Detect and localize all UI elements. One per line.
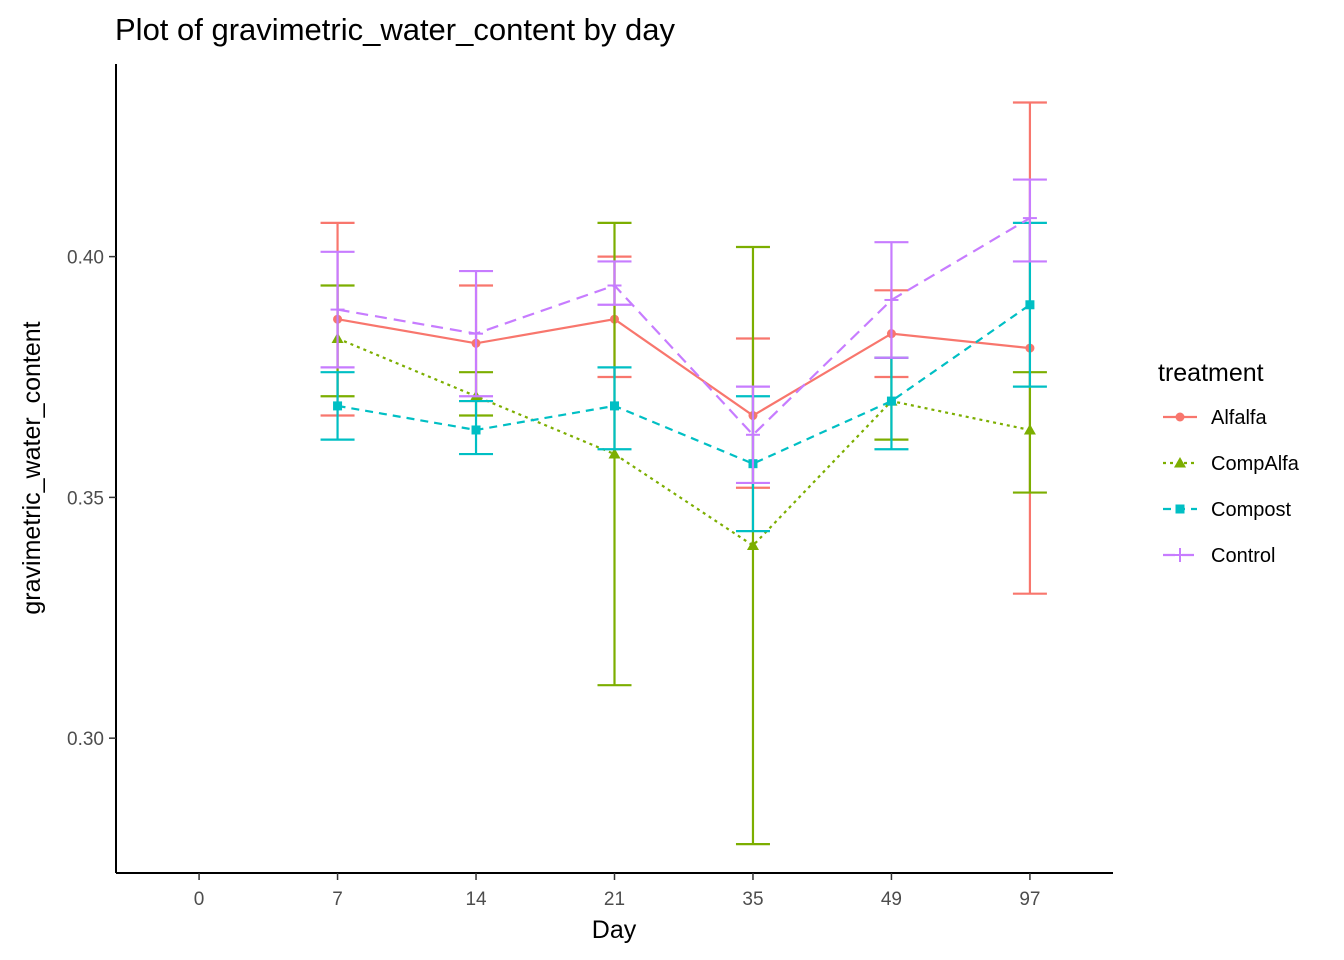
axis-ticks: 0 7 14 21 35 49 97 0.30 0.35 0.40 (67, 248, 1040, 910)
x-tick-label: 14 (465, 889, 487, 910)
legend-key-marker (1174, 457, 1186, 468)
legend-key-marker (1175, 504, 1185, 514)
x-tick-label: 97 (1019, 889, 1040, 910)
series-control (320, 178, 1047, 485)
series-line-control (337, 217, 1031, 437)
legend-label: CompAlfa (1211, 453, 1300, 475)
data-point-compost (333, 401, 343, 411)
legend-item-alfalfa: Alfalfa (1163, 407, 1267, 429)
data-point-compost (886, 396, 896, 406)
data-point-compalfa (608, 448, 621, 459)
data-point-control (745, 427, 760, 442)
legend-label: Compost (1211, 499, 1291, 521)
legend-label: Alfalfa (1211, 407, 1267, 429)
legend-key-marker (1175, 412, 1185, 422)
x-tick-label: 35 (742, 889, 763, 910)
data-point-compalfa (746, 539, 759, 551)
data-point-compost (610, 401, 619, 411)
legend-item-compalfa: CompAlfa (1163, 453, 1300, 475)
y-axis-title: gravimetric_water_content (18, 321, 46, 614)
data-point-control (607, 278, 622, 293)
x-tick-label: 49 (881, 889, 902, 910)
chart-title: Plot of gravimetric_water_content by day (115, 12, 675, 47)
series-line-compost (337, 303, 1031, 465)
data-point-control (884, 292, 899, 307)
data-point-compost (1025, 300, 1035, 310)
data-point-control (330, 302, 345, 317)
data-point-control (1022, 211, 1037, 226)
series-line-compalfa (337, 337, 1031, 547)
legend-title: treatment (1158, 359, 1264, 387)
series-alfalfa (320, 101, 1047, 595)
y-tick-label: 0.35 (67, 488, 104, 509)
data-point-compost (471, 425, 481, 435)
legend: treatment Alfalfa CompAlfa Compost Control (1158, 359, 1300, 567)
legend-item-compost: Compost (1163, 499, 1291, 521)
series-compalfa (320, 221, 1047, 846)
data-point-compalfa (1023, 423, 1036, 435)
y-tick-label: 0.30 (67, 729, 104, 750)
plot-area (320, 101, 1047, 846)
legend-item-control: Control (1163, 545, 1275, 567)
x-axis-title: Day (592, 916, 637, 944)
data-point-control (469, 326, 484, 341)
x-tick-label: 21 (604, 889, 625, 910)
x-tick-label: 0 (194, 889, 205, 910)
legend-label: Control (1211, 545, 1275, 567)
y-tick-label: 0.40 (67, 248, 104, 269)
legend-key-marker (1173, 548, 1187, 562)
series-line-alfalfa (337, 318, 1031, 417)
x-tick-label: 7 (332, 889, 343, 910)
